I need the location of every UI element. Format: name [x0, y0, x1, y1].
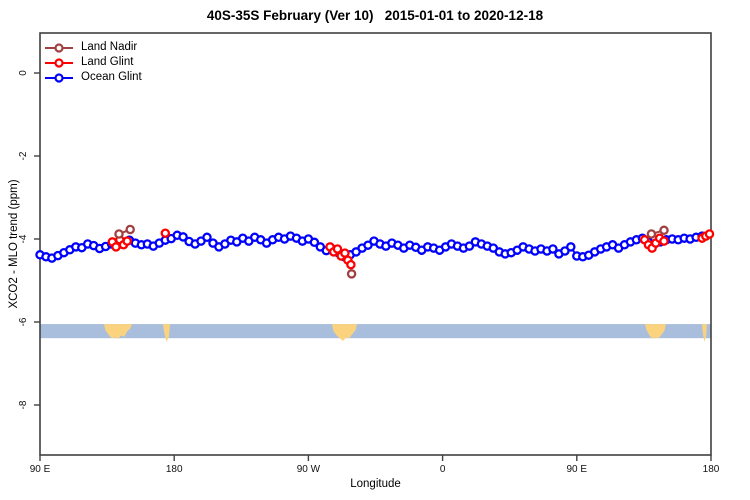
land-glint-point [160, 228, 171, 238]
ocean-glint-marker-icon [45, 72, 73, 83]
ocean-glint-point [202, 232, 212, 243]
legend-label-ocean-glint: Ocean Glint [81, 71, 142, 83]
plot-box [39, 32, 712, 456]
land-segment-new-zealand-2 [701, 324, 707, 342]
ocean-glint-point [566, 242, 576, 252]
x-tick-label: 90 W [297, 464, 321, 475]
y-tick-label: -4 [18, 234, 29, 243]
x-axis-title: Longitude [350, 478, 401, 490]
x-tick-label: 180 [166, 464, 183, 475]
legend: Land Nadir Land Glint Ocean Glint [44, 40, 142, 85]
land-nadir-point [346, 269, 357, 279]
y-tick-label: -2 [18, 151, 29, 160]
land-glint-point [111, 242, 121, 252]
ocean-glint-point [464, 241, 475, 251]
ocean-glint-point [178, 232, 188, 242]
land-segment-australia-2 [644, 324, 666, 339]
land-segment-south-america [331, 324, 358, 341]
legend-item-land-glint: Land Glint [44, 55, 142, 70]
legend-label-land-glint: Land Glint [81, 56, 134, 68]
legend-item-ocean-glint: Ocean Glint [44, 70, 142, 85]
land-glint-point [346, 259, 356, 270]
legend-label-land-nadir: Land Nadir [81, 41, 138, 53]
land-glint-point [704, 229, 715, 239]
legend-item-land-nadir: Land Nadir [44, 40, 142, 55]
land-glint-point [332, 244, 343, 254]
land-nadir-point [646, 229, 657, 239]
ocean-band [40, 324, 711, 339]
land-glint-point [659, 236, 669, 246]
land-nadir-point [659, 225, 669, 236]
ocean-glint-point [363, 240, 373, 250]
y-tick-label: -8 [18, 400, 29, 409]
ocean-glint-point [309, 237, 320, 248]
x-tick-label: 180 [703, 464, 720, 475]
y-axis-title: XCO2 - MLO trend (ppm) [8, 179, 20, 309]
x-tick-label: 90 E [30, 464, 51, 475]
x-tick-label: 0 [440, 464, 446, 475]
land-glint-marker-icon [45, 57, 73, 68]
y-tick-label: 0 [18, 70, 29, 76]
land-glint-point [122, 236, 132, 246]
land-nadir-marker-icon [45, 42, 73, 53]
y-tick-label: -6 [18, 317, 29, 326]
chart-title: 40S-35S February (Ver 10) 2015-01-01 to … [206, 8, 544, 23]
land-nadir-point [125, 224, 135, 235]
land-segment-new-zealand [163, 324, 171, 342]
land-segment-australia [103, 324, 133, 339]
land-nadir-point [114, 229, 124, 239]
x-tick-label: 90 E [567, 464, 588, 475]
ocean-glint-point [548, 244, 558, 254]
